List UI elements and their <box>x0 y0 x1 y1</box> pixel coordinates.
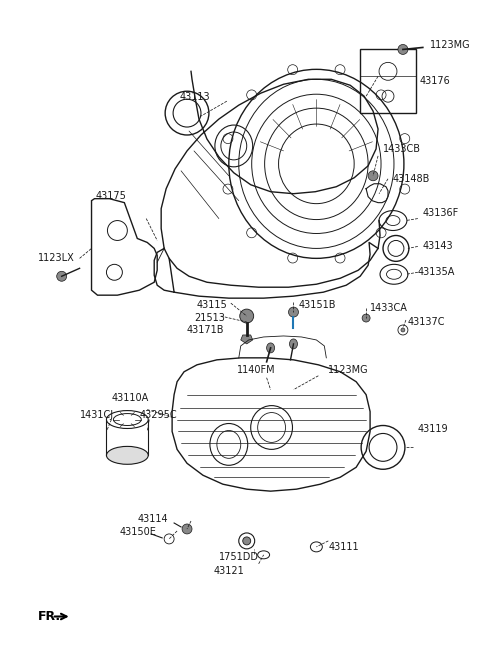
Text: 43135A: 43135A <box>418 267 455 277</box>
Text: 43115: 43115 <box>197 300 228 310</box>
Circle shape <box>288 307 299 317</box>
Text: FR.: FR. <box>38 610 61 623</box>
Text: 43137C: 43137C <box>408 317 445 327</box>
Circle shape <box>368 171 378 181</box>
Text: 43176: 43176 <box>420 76 451 86</box>
Text: 1123LX: 1123LX <box>38 254 74 263</box>
Text: 1433CA: 1433CA <box>370 303 408 313</box>
Text: 43119: 43119 <box>418 424 448 434</box>
Text: 1140FM: 1140FM <box>237 365 276 374</box>
Ellipse shape <box>107 446 148 464</box>
Circle shape <box>401 328 405 332</box>
Text: 1751DD: 1751DD <box>219 552 259 562</box>
Text: 43151B: 43151B <box>299 300 336 310</box>
Ellipse shape <box>266 343 275 353</box>
Text: 43114: 43114 <box>137 514 168 524</box>
Circle shape <box>398 45 408 55</box>
Circle shape <box>57 271 67 281</box>
Text: 43143: 43143 <box>423 241 454 252</box>
Text: 43136F: 43136F <box>423 208 459 217</box>
Text: 43175: 43175 <box>96 191 126 200</box>
Text: 21513: 21513 <box>194 313 225 323</box>
Polygon shape <box>241 335 252 344</box>
Text: 1433CB: 1433CB <box>383 144 421 154</box>
Text: 43150E: 43150E <box>120 527 156 537</box>
Circle shape <box>362 314 370 322</box>
Ellipse shape <box>243 537 251 545</box>
Text: 1431CJ: 1431CJ <box>80 409 114 420</box>
Text: 43111: 43111 <box>328 542 359 552</box>
Text: 43171B: 43171B <box>187 325 225 335</box>
Circle shape <box>240 309 254 323</box>
Ellipse shape <box>289 339 298 349</box>
Text: 43295C: 43295C <box>139 409 177 420</box>
Text: 1123MG: 1123MG <box>328 365 369 374</box>
Circle shape <box>182 524 192 534</box>
Text: 1123MG: 1123MG <box>430 41 470 51</box>
Text: 43113: 43113 <box>179 92 210 102</box>
Text: 43110A: 43110A <box>111 393 149 403</box>
Text: 43121: 43121 <box>214 566 245 576</box>
Text: 43148B: 43148B <box>393 173 431 184</box>
